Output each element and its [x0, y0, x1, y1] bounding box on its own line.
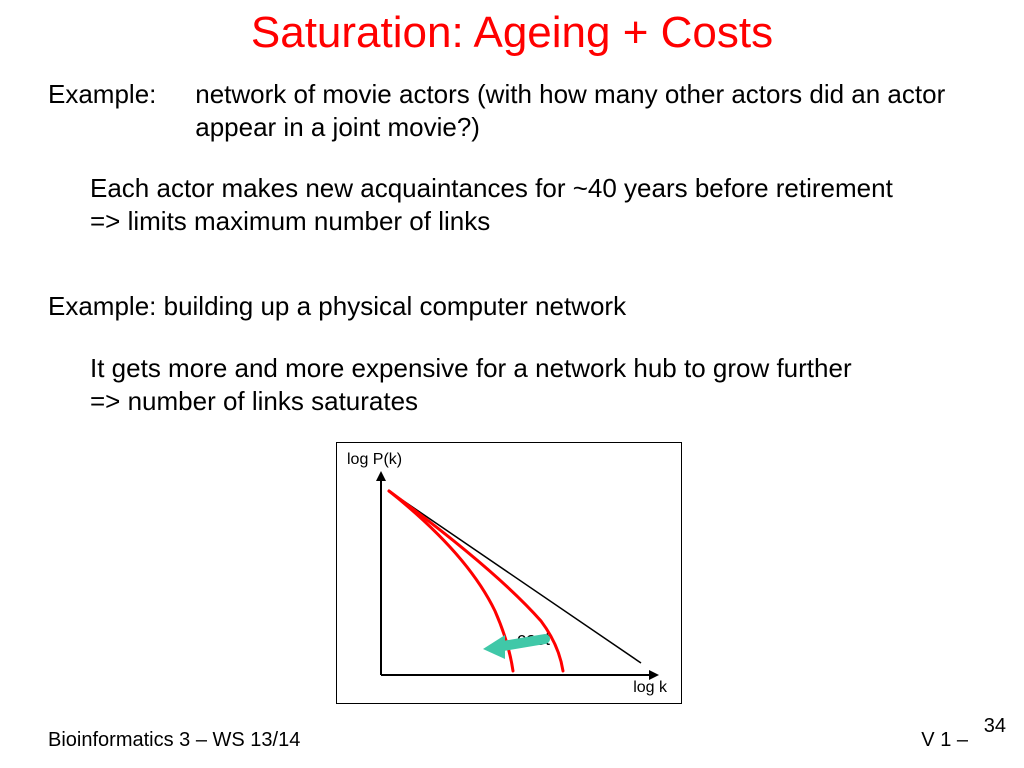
example1-sub: Each actor makes new acquaintances for ~… [90, 172, 980, 237]
slide-title: Saturation: Ageing + Costs [0, 8, 1024, 58]
chart-svg [337, 443, 681, 703]
page-number: 34 [984, 715, 1006, 738]
example1-desc: network of movie actors (with how many o… [195, 78, 955, 143]
example1-sub-line1: Each actor makes new acquaintances for ~… [90, 172, 980, 205]
footer-left: Bioinformatics 3 – WS 13/14 [48, 729, 300, 752]
footer-right: V 1 – [921, 729, 968, 752]
example1-sub-line2: => limits maximum number of links [90, 205, 980, 238]
example1-block: Example: network of movie actors (with h… [48, 78, 978, 143]
example2-sub-line1: It gets more and more expensive for a ne… [90, 352, 980, 385]
degree-distribution-chart: log P(k) log k cost [336, 442, 682, 704]
example1-label: Example: [48, 78, 188, 111]
example2-block: Example: building up a physical computer… [48, 290, 978, 323]
example2-sub: It gets more and more expensive for a ne… [90, 352, 980, 417]
example2-sub-line2: => number of links saturates [90, 385, 980, 418]
example2-label: Example: building up a physical computer… [48, 291, 626, 321]
